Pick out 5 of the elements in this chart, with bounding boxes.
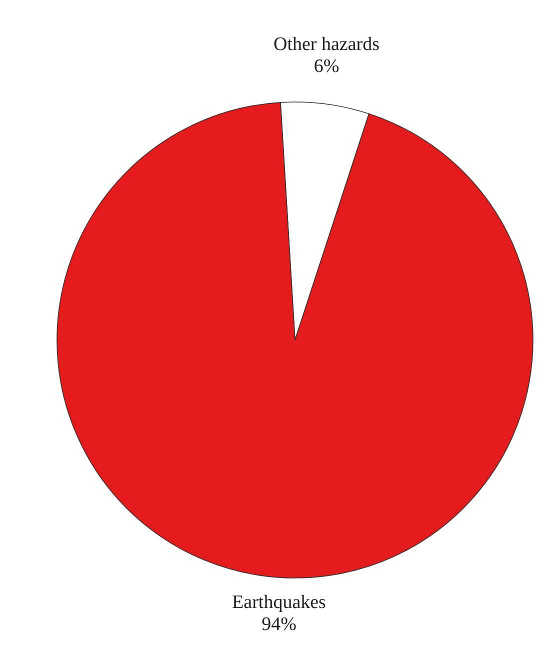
slice-label: Other hazards — [273, 34, 380, 55]
data-label: 6% — [314, 56, 340, 77]
pie-slice — [56, 102, 534, 578]
slice-label: Earthquakes — [232, 592, 326, 613]
data-label: 94% — [262, 614, 297, 635]
